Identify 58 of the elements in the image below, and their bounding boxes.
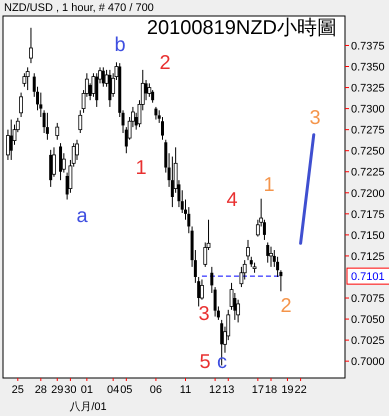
annotation: b [114,34,126,56]
candlestick [78,110,82,134]
candlestick [10,119,13,160]
candlestick [19,92,23,118]
y-tick-label: 0.7225 [351,166,385,179]
x-tick-label: 25 [12,384,24,396]
candlestick [102,66,105,88]
candlestick [29,27,33,64]
x-tick-label: 17 [252,384,264,396]
y-tick-label: 0.7200 [351,188,385,200]
chart-subtitle: 20100819NZD小時圖 [146,17,337,39]
chart-title: NZD/USD , 1 hour, # 470 / 700 [4,2,154,14]
x-tick-label: 19 [281,384,294,396]
x-tick-label: 28 [34,384,47,396]
y-tick-label: 0.7150 [351,230,385,242]
ref-line-label: 0.7101 [351,271,385,284]
candlestick [246,239,250,261]
candlestick [154,106,158,120]
candlestick [269,246,273,268]
y-tick-label: 0.7275 [351,124,385,137]
y-tick-label: 0.7125 [351,250,385,263]
x-tick-label: 04 [107,384,120,396]
y-tick-label: 0.7050 [351,314,385,326]
x-tick-label: 11 [180,384,192,396]
annotation: a [76,205,88,227]
y-tick-label: 0.7325 [351,82,385,95]
candlestick [46,112,49,140]
y-tick-label: 0.7250 [351,146,385,158]
annotation: 2 [280,295,292,317]
x-tick-label: 13 [222,384,234,396]
x-tick-label: 12 [208,384,222,396]
candlestick [55,122,60,140]
annotation: 4 [226,189,238,211]
annotation: 2 [159,52,171,74]
annotation: 5 [199,351,211,373]
y-tick-label: 0.7175 [351,208,385,221]
annotation: 3 [198,303,210,325]
annotation: 1 [135,157,147,179]
x-tick-label: 01 [80,384,93,396]
candlestick [144,79,148,101]
y-tick-label: 0.7375 [351,40,385,52]
x-tick-label: 30 [64,384,77,396]
annotation: c [217,351,227,373]
x-tick-label: 05 [120,384,132,396]
annotation: 1 [263,174,275,196]
x-axis-title: 八月/01 [69,401,107,413]
y-tick-label: 0.7300 [351,104,385,116]
y-tick-label: 0.7075 [351,293,385,306]
candlestick [26,66,30,91]
x-tick-label: 22 [294,384,307,396]
y-tick-label: 0.7025 [351,335,385,348]
y-tick-label: 0.7350 [351,62,385,74]
x-tick-label: 18 [264,384,278,396]
y-tick-label: 0.7000 [351,356,385,368]
x-tick-label: 29 [51,384,64,396]
x-tick-label: 06 [150,384,162,396]
annotation: 3 [309,107,321,129]
candlestick [266,242,270,264]
